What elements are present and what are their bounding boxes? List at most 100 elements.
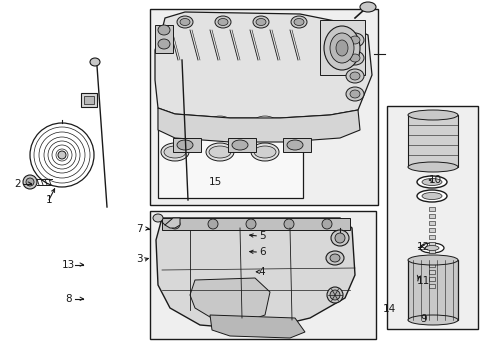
Bar [429,214,435,218]
Ellipse shape [180,18,190,26]
Ellipse shape [326,251,344,265]
Bar [150,9,378,205]
Ellipse shape [350,36,360,44]
Ellipse shape [330,254,340,262]
Bar [173,138,201,152]
Ellipse shape [256,18,266,26]
Ellipse shape [170,219,180,229]
Polygon shape [155,12,372,118]
Text: 8: 8 [65,294,72,304]
Text: 15: 15 [209,177,222,187]
Ellipse shape [218,18,228,26]
Bar [429,207,435,211]
Ellipse shape [215,16,231,28]
Ellipse shape [335,233,345,243]
Polygon shape [156,218,355,330]
Bar [429,256,435,260]
Text: 10: 10 [429,175,441,185]
Ellipse shape [346,33,364,47]
Bar [84,96,94,104]
Ellipse shape [206,143,234,161]
Ellipse shape [420,243,444,253]
Ellipse shape [161,143,189,161]
Text: 6: 6 [259,247,266,257]
Ellipse shape [408,255,458,265]
Ellipse shape [161,113,189,131]
Text: 3: 3 [136,254,143,264]
Text: 12: 12 [417,242,431,252]
Bar [429,284,435,288]
Bar [150,211,376,339]
Ellipse shape [209,116,231,128]
Ellipse shape [30,123,94,187]
Ellipse shape [360,2,376,12]
Text: 2: 2 [14,179,21,189]
Ellipse shape [336,40,348,56]
Ellipse shape [322,219,332,229]
Ellipse shape [164,116,186,128]
Ellipse shape [422,179,442,185]
Bar [429,242,435,246]
Ellipse shape [158,25,170,35]
Text: 5: 5 [259,231,266,241]
Ellipse shape [425,246,439,251]
Ellipse shape [346,87,364,101]
Ellipse shape [408,110,458,120]
Bar [429,235,435,239]
Ellipse shape [177,140,193,150]
Ellipse shape [90,58,100,66]
Polygon shape [190,278,270,322]
Polygon shape [158,108,360,142]
Ellipse shape [254,116,276,128]
Bar [429,228,435,232]
Ellipse shape [417,190,447,202]
Polygon shape [210,315,305,338]
Text: 1: 1 [46,195,52,205]
Bar [320,20,365,75]
Ellipse shape [324,26,360,70]
Text: 11: 11 [417,276,431,286]
Polygon shape [165,218,180,228]
Ellipse shape [408,315,458,325]
Ellipse shape [346,51,364,65]
Ellipse shape [251,143,279,161]
Ellipse shape [417,176,447,188]
Ellipse shape [330,33,354,63]
Bar [158,108,303,198]
Ellipse shape [58,151,66,159]
Ellipse shape [350,54,360,62]
Text: 13: 13 [62,260,75,270]
Ellipse shape [164,146,186,158]
Ellipse shape [327,287,343,303]
Ellipse shape [251,113,279,131]
Text: 7: 7 [136,224,143,234]
Bar [429,263,435,267]
Ellipse shape [287,140,303,150]
Ellipse shape [291,16,307,28]
Ellipse shape [26,178,34,186]
Ellipse shape [253,16,269,28]
Ellipse shape [254,146,276,158]
Ellipse shape [177,16,193,28]
Ellipse shape [331,230,349,246]
Ellipse shape [284,219,294,229]
Bar [228,138,256,152]
Ellipse shape [346,69,364,83]
Ellipse shape [350,90,360,98]
Bar [408,260,458,320]
Ellipse shape [246,219,256,229]
Ellipse shape [232,140,248,150]
Bar [429,221,435,225]
Ellipse shape [294,18,304,26]
Ellipse shape [208,219,218,229]
Bar [429,277,435,281]
Text: 9: 9 [420,314,427,324]
Bar [387,106,478,329]
Ellipse shape [422,193,442,199]
Ellipse shape [206,113,234,131]
Bar [408,115,458,167]
Ellipse shape [330,290,340,300]
Bar [155,25,173,53]
Ellipse shape [350,72,360,80]
Text: 14: 14 [383,304,396,314]
